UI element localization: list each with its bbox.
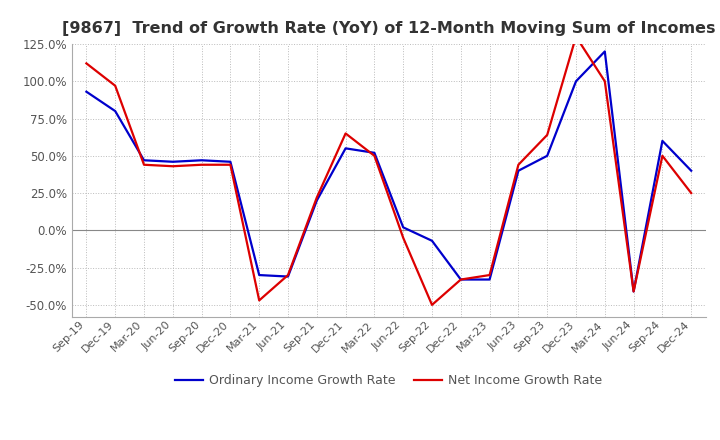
Net Income Growth Rate (255, 298, 264, 303)
Ordinary Income Growth Rate (687, 168, 696, 173)
Ordinary Income Growth Rate (111, 108, 120, 114)
Net Income Growth Rate (370, 153, 379, 158)
Net Income Growth Rate (687, 191, 696, 196)
Ordinary Income Growth Rate (341, 146, 350, 151)
Net Income Growth Rate (572, 34, 580, 39)
Net Income Growth Rate (543, 132, 552, 138)
Net Income Growth Rate (341, 131, 350, 136)
Ordinary Income Growth Rate (255, 272, 264, 278)
Ordinary Income Growth Rate (226, 159, 235, 165)
Net Income Growth Rate (600, 79, 609, 84)
Ordinary Income Growth Rate (284, 274, 292, 279)
Net Income Growth Rate (226, 162, 235, 167)
Net Income Growth Rate (284, 272, 292, 278)
Line: Ordinary Income Growth Rate: Ordinary Income Growth Rate (86, 51, 691, 291)
Ordinary Income Growth Rate (140, 158, 148, 163)
Ordinary Income Growth Rate (572, 79, 580, 84)
Net Income Growth Rate (658, 153, 667, 158)
Net Income Growth Rate (82, 61, 91, 66)
Ordinary Income Growth Rate (543, 153, 552, 158)
Net Income Growth Rate (140, 162, 148, 167)
Legend: Ordinary Income Growth Rate, Net Income Growth Rate: Ordinary Income Growth Rate, Net Income … (171, 370, 607, 392)
Net Income Growth Rate (456, 277, 465, 282)
Line: Net Income Growth Rate: Net Income Growth Rate (86, 37, 691, 305)
Ordinary Income Growth Rate (197, 158, 206, 163)
Net Income Growth Rate (111, 83, 120, 88)
Net Income Growth Rate (399, 235, 408, 240)
Ordinary Income Growth Rate (428, 238, 436, 243)
Ordinary Income Growth Rate (370, 150, 379, 155)
Net Income Growth Rate (485, 272, 494, 278)
Ordinary Income Growth Rate (82, 89, 91, 94)
Net Income Growth Rate (514, 162, 523, 167)
Ordinary Income Growth Rate (168, 159, 177, 165)
Ordinary Income Growth Rate (399, 225, 408, 230)
Ordinary Income Growth Rate (485, 277, 494, 282)
Ordinary Income Growth Rate (658, 138, 667, 143)
Net Income Growth Rate (428, 302, 436, 308)
Ordinary Income Growth Rate (600, 49, 609, 54)
Ordinary Income Growth Rate (456, 277, 465, 282)
Net Income Growth Rate (197, 162, 206, 167)
Ordinary Income Growth Rate (629, 289, 638, 294)
Net Income Growth Rate (312, 195, 321, 200)
Ordinary Income Growth Rate (312, 198, 321, 203)
Net Income Growth Rate (629, 289, 638, 294)
Net Income Growth Rate (168, 164, 177, 169)
Title: [9867]  Trend of Growth Rate (YoY) of 12-Month Moving Sum of Incomes: [9867] Trend of Growth Rate (YoY) of 12-… (62, 21, 716, 36)
Ordinary Income Growth Rate (514, 168, 523, 173)
